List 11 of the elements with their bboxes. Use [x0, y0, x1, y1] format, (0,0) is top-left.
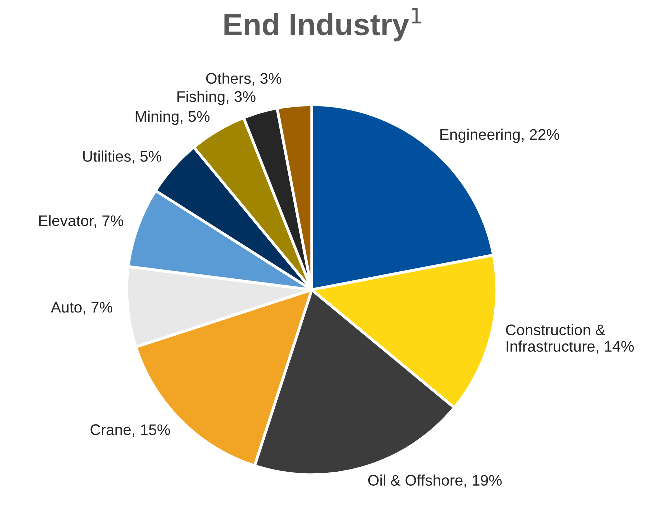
slice-label: Utilities, 5%	[84, 150, 162, 164]
slice-label: Crane, 15%	[90, 424, 170, 438]
slice-label: Engineering, 22%	[440, 128, 560, 144]
slice-label: Others, 3%	[206, 72, 282, 86]
slice-label: Oil & Offshore, 19%	[368, 474, 502, 488]
slice-label: Elevator, 7%	[39, 215, 124, 228]
chart-title: End Industry$^{1}$	[224, 8, 422, 42]
slice-label: Construction & Infrastructure, 14%	[506, 324, 634, 354]
slice-label: Fishing, 3%	[178, 91, 256, 106]
slice-label: Mining, 5%	[136, 110, 210, 126]
slice-label: Auto, 7%	[51, 302, 113, 315]
